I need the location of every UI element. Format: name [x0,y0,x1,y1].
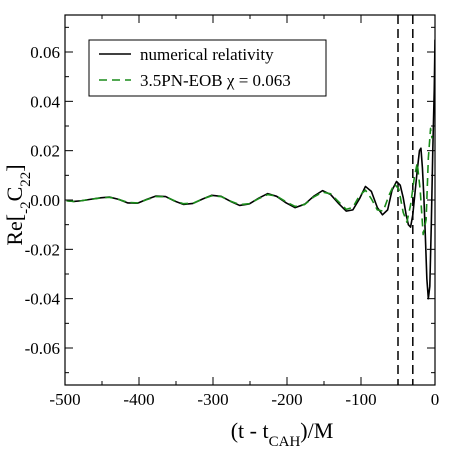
x-tick-label: 0 [431,390,440,409]
y-tick-label: 0.02 [30,142,60,161]
y-axis-title: Re[-2C22] [2,164,34,245]
x-tick-label: -400 [123,390,154,409]
legend-label-eob: 3.5PN-EOB χ = 0.063 [140,71,291,90]
x-tick-label: -200 [271,390,302,409]
x-tick-label: -100 [345,390,376,409]
y-axis-subscript-pre: -2 [18,201,34,214]
y-tick-label: -0.04 [25,290,61,309]
y-tick-label: -0.06 [25,339,60,358]
y-tick-label: -0.02 [25,240,60,259]
x-tick-label: -300 [197,390,228,409]
series-line-eob [66,128,432,234]
x-axis-title: (t - tCAH)/M [231,418,334,450]
x-axis-subscript: CAH [269,434,301,450]
y-axis-subscript-post: 22 [18,172,34,187]
legend: numerical relativity 3.5PN-EOB χ = 0.063 [89,40,326,96]
y-tick-label: 0.04 [30,92,60,111]
legend-label-numerical-relativity: numerical relativity [140,45,274,64]
y-tick-label: 0.00 [30,191,60,210]
x-tick-label: -500 [49,390,80,409]
y-tick-label: 0.06 [30,43,60,62]
